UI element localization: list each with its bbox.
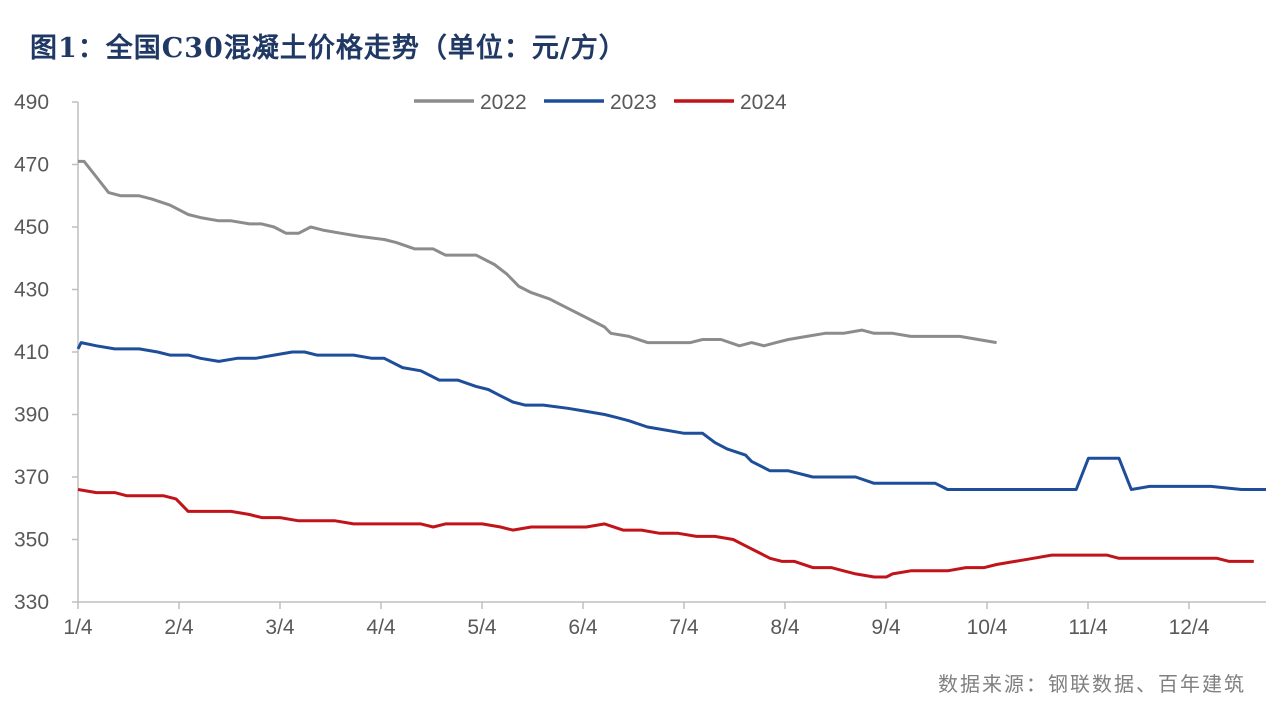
x-tick-label: 12/4 xyxy=(1169,616,1210,639)
legend: 2022 2023 2024 xyxy=(414,91,787,114)
x-tick-label: 9/4 xyxy=(871,616,901,639)
y-tick-label: 470 xyxy=(14,154,49,177)
y-tick-label: 330 xyxy=(14,591,49,614)
y-tick-label: 450 xyxy=(14,216,49,239)
series-line-2022 xyxy=(78,159,997,348)
chart-title: 图1：全国C30混凝土价格走势（单位：元/方） xyxy=(30,33,627,64)
x-tick-label: 5/4 xyxy=(467,616,497,639)
x-tick-label: 4/4 xyxy=(366,616,396,639)
axes: 330 350 370 390 410 430 450 470 490 1/4 2/4 3/4 4/4 5… xyxy=(14,91,1266,639)
series-line-2023 xyxy=(76,341,1266,491)
series-layer xyxy=(76,159,1266,579)
x-tick-label: 8/4 xyxy=(770,616,800,639)
legend-label-2022: 2022 xyxy=(480,91,527,114)
legend-label-2024: 2024 xyxy=(740,91,787,114)
y-tick-label: 410 xyxy=(14,341,49,364)
legend-label-2023: 2023 xyxy=(610,91,657,114)
y-tick-label: 390 xyxy=(14,404,49,427)
y-tick-label: 370 xyxy=(14,466,49,489)
x-tick-label: 6/4 xyxy=(568,616,598,639)
y-tick-label: 430 xyxy=(14,279,49,302)
x-tick-label: 7/4 xyxy=(669,616,699,639)
x-tick-label: 2/4 xyxy=(164,616,194,639)
x-tick-label: 10/4 xyxy=(967,616,1008,639)
x-tick-label: 11/4 xyxy=(1068,616,1108,639)
y-tick-label: 490 xyxy=(14,91,49,114)
y-tick-label: 350 xyxy=(14,529,49,552)
x-tick-label: 1/4 xyxy=(63,616,93,639)
x-tick-label: 3/4 xyxy=(265,616,295,639)
data-source-note: 数据来源：钢联数据、百年建筑 xyxy=(938,672,1246,696)
series-line-2024 xyxy=(77,488,1254,579)
